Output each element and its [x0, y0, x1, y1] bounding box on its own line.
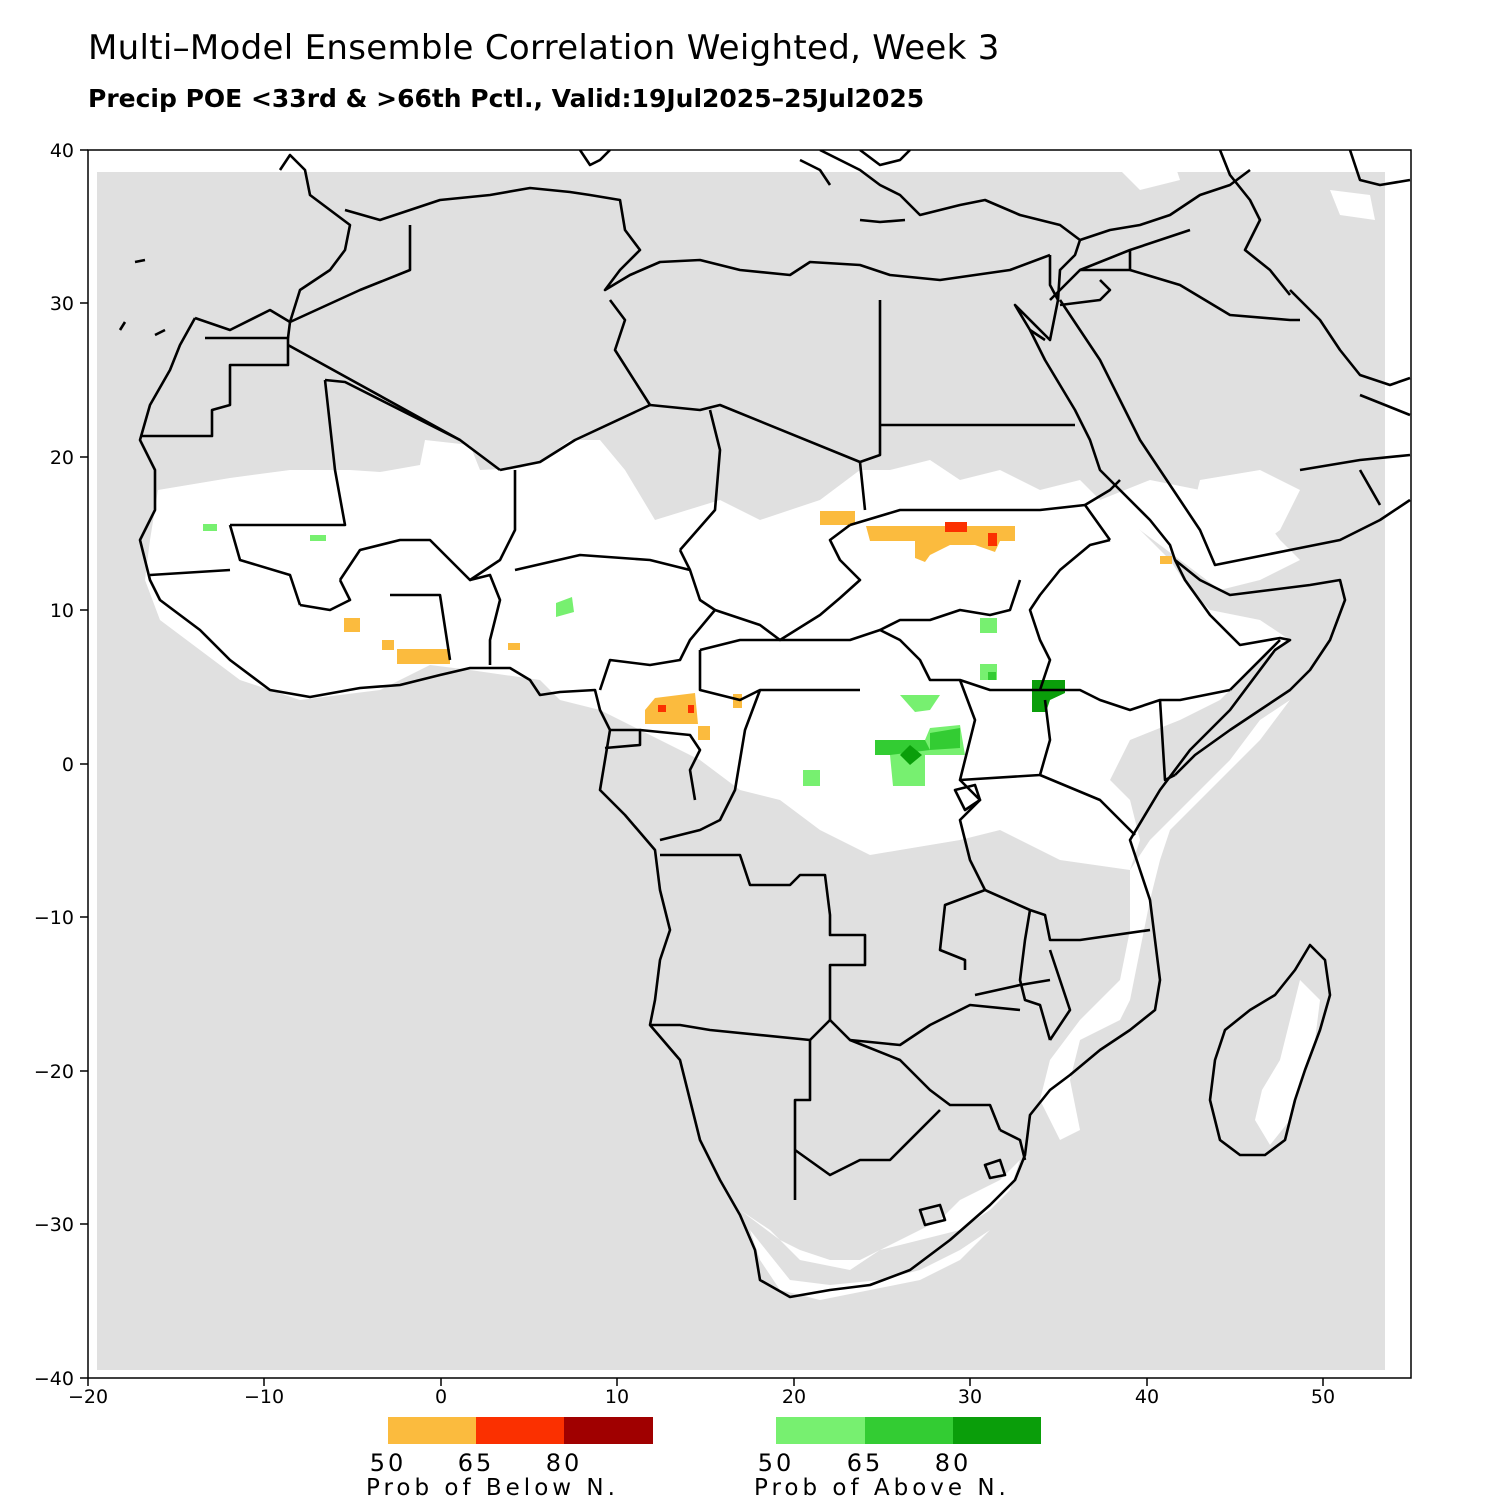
y-tick-label: 0	[62, 754, 74, 776]
x-tick-label: 0	[435, 1386, 447, 1408]
x-tick-label: 20	[782, 1386, 806, 1408]
y-tick-label: 20	[50, 447, 74, 469]
legend-below-label: 50	[370, 1449, 407, 1477]
country-borders	[140, 225, 1411, 1200]
legend-below-title: Prob of Below N.	[366, 1475, 619, 1500]
y-tick-label: 40	[50, 140, 74, 162]
x-tick-label: 10	[605, 1386, 629, 1408]
y-tick-label: −30	[34, 1214, 74, 1236]
skill-region	[145, 150, 1375, 1300]
x-tick-label: −20	[68, 1386, 108, 1408]
x-tick-label: −10	[244, 1386, 284, 1408]
legend-swatch-below-65	[476, 1417, 564, 1444]
legend-above: 50 65 80 Prob of Above N.	[754, 1417, 1041, 1500]
map-subtitle: Precip POE <33rd & >66th Pctl., Valid:19…	[88, 84, 925, 113]
map-title: Multi–Model Ensemble Correlation Weighte…	[88, 28, 1000, 68]
above-normal-areas	[203, 524, 1065, 786]
legend-swatch-above-65	[865, 1417, 953, 1444]
legend-swatch-below-50	[388, 1417, 476, 1444]
x-tick-label: 30	[958, 1386, 982, 1408]
legend-below: 50 65 80 Prob of Below N.	[366, 1417, 653, 1500]
x-tick-label: 40	[1135, 1386, 1159, 1408]
legend-above-label: 65	[847, 1449, 884, 1477]
legend-above-label: 50	[758, 1449, 795, 1477]
y-tick-label: 10	[50, 600, 74, 622]
legend-below-label: 65	[458, 1449, 495, 1477]
legend-above-title: Prob of Above N.	[754, 1475, 1010, 1500]
legend-swatch-above-80	[953, 1417, 1041, 1444]
legend-swatch-above-50	[776, 1417, 865, 1444]
y-axis	[80, 149, 88, 1379]
legend-above-label: 80	[935, 1449, 972, 1477]
legend-swatch-below-80	[564, 1417, 653, 1444]
below-normal-areas	[344, 511, 1172, 740]
coastlines	[118, 150, 1411, 1299]
x-tick-label: 50	[1311, 1386, 1335, 1408]
legend-below-label: 80	[546, 1449, 583, 1477]
y-tick-label: −40	[34, 1368, 74, 1390]
x-axis	[87, 1378, 1324, 1386]
y-tick-label: −20	[34, 1061, 74, 1083]
y-tick-label: 30	[50, 293, 74, 315]
y-tick-label: −10	[34, 907, 74, 929]
